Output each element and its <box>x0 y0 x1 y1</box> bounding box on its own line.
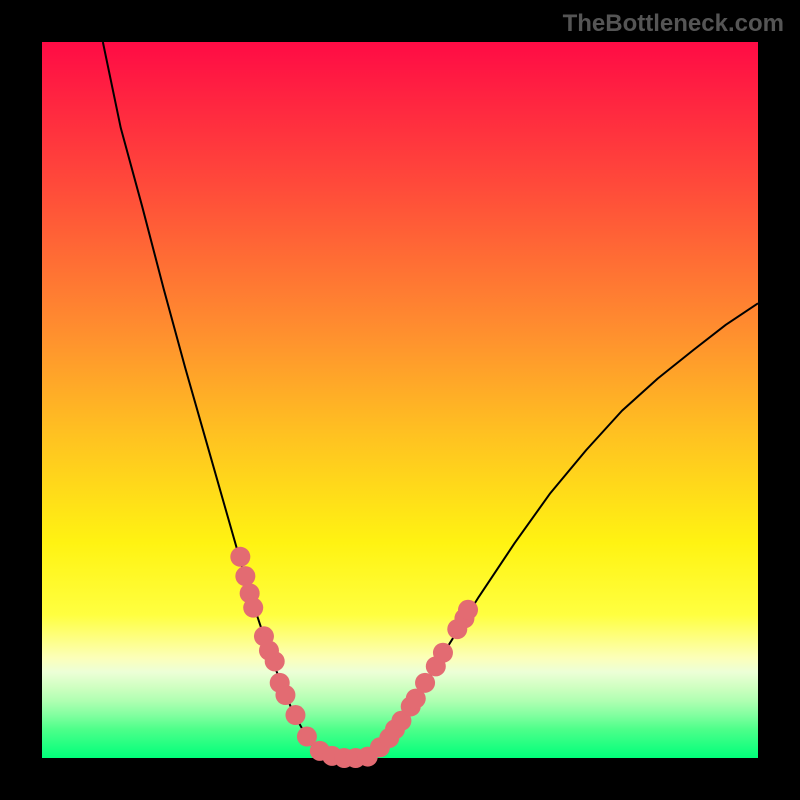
marker-point <box>243 598 263 618</box>
chart-container: TheBottleneck.com <box>0 0 800 800</box>
marker-point <box>265 651 285 671</box>
marker-point <box>275 685 295 705</box>
marker-point <box>285 705 305 725</box>
marker-point <box>415 673 435 693</box>
marker-point <box>433 643 453 663</box>
marker-point <box>230 547 250 567</box>
marker-point <box>458 600 478 620</box>
marker-point <box>235 566 255 586</box>
watermark-text: TheBottleneck.com <box>563 10 784 38</box>
plot-area-gradient <box>42 42 758 758</box>
bottleneck-chart <box>0 0 800 800</box>
